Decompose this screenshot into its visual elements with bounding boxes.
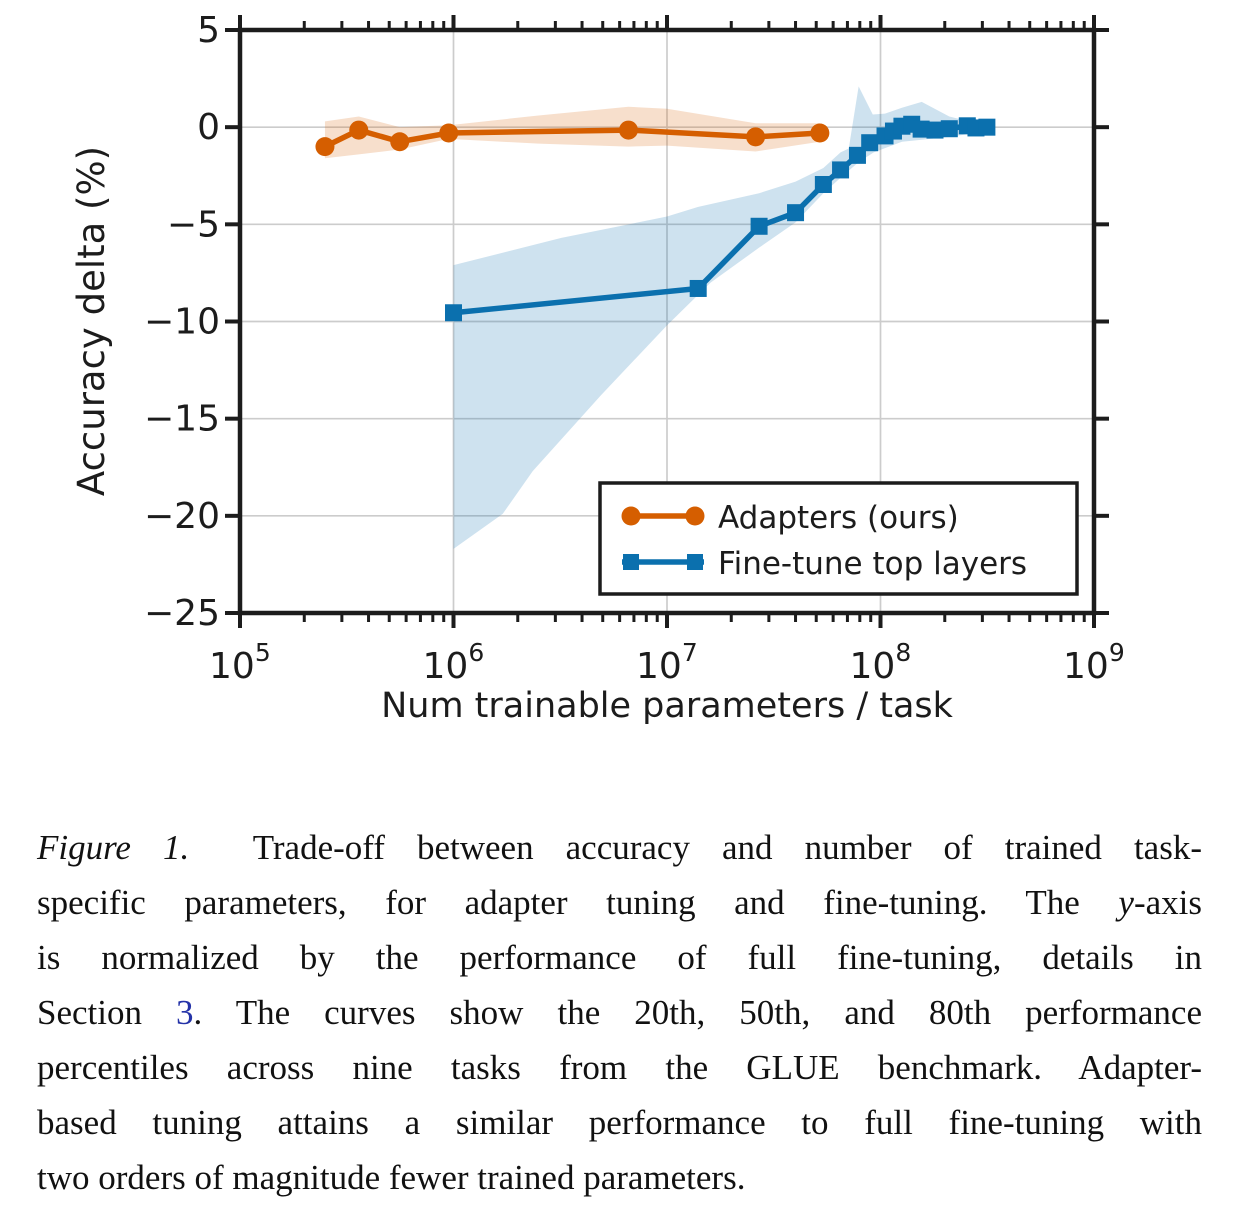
legend-label: Fine-tune top layers [718, 546, 1027, 582]
x-tick-label: 108 [850, 638, 912, 687]
gridlines [240, 30, 1094, 613]
caption-line: Section 3. The curves show the 20th, 50t… [37, 985, 1202, 1040]
data-point-circle [349, 120, 369, 140]
data-point-square [445, 304, 462, 322]
y-tick-label: −15 [144, 399, 220, 440]
caption-text: based tuning attains a similar performan… [37, 1103, 1202, 1142]
legend-label: Adapters (ours) [718, 500, 959, 536]
y-tick-label: −25 [144, 593, 220, 634]
axis-ticks [225, 15, 1109, 628]
caption-text: y [1118, 883, 1134, 922]
data-point-circle [315, 137, 335, 157]
data-point-square [912, 120, 930, 138]
caption-text: specific parameters, for adapter tuning … [37, 883, 1119, 922]
data-point-circle [746, 127, 766, 147]
data-point-square [940, 120, 958, 138]
x-tick-label: 109 [1063, 638, 1125, 687]
series-bands [324, 86, 993, 549]
caption-text: percentiles across nine tasks from the G… [37, 1048, 1202, 1087]
legend-marker-square [623, 554, 639, 570]
caption-text: Figure 1. [37, 828, 190, 867]
caption-text: . The curves show the 20th, 50th, and 80… [193, 993, 1202, 1032]
y-axis-label: Accuracy delta (%) [70, 146, 113, 496]
series-lines [315, 115, 996, 322]
caption-text: Section [37, 993, 177, 1032]
data-point-circle [390, 132, 410, 152]
data-point-square [978, 118, 996, 136]
data-point-square [926, 121, 944, 139]
data-point-square [787, 204, 805, 222]
caption-line: based tuning attains a similar performan… [37, 1095, 1202, 1150]
x-tick-label: 105 [209, 638, 271, 687]
data-point-circle [439, 123, 459, 143]
x-tick-label: 106 [423, 638, 485, 687]
data-point-square [814, 175, 832, 193]
legend-box [598, 481, 1079, 596]
data-point-square [832, 161, 850, 179]
data-point-square [689, 279, 707, 297]
y-tick-label: −10 [144, 302, 220, 343]
legend-marker-circle [621, 506, 641, 526]
caption-line: Figure 1. Trade-off between accuracy and… [37, 820, 1202, 875]
legend-marker-circle [685, 506, 705, 526]
data-point-circle [618, 120, 638, 140]
data-point-circle [810, 123, 830, 143]
figure-caption: Figure 1. Trade-off between accuracy and… [37, 820, 1202, 1205]
caption-line: two orders of magnitude fewer trained pa… [37, 1150, 1202, 1205]
caption-line: percentiles across nine tasks from the G… [37, 1040, 1202, 1095]
x-axis-label: Num trainable parameters / task [381, 686, 954, 726]
legend: Adapters (ours) Fine-tune top layers [598, 481, 1079, 596]
caption-text: -axis [1133, 883, 1202, 922]
caption-line: specific parameters, for adapter tuning … [37, 875, 1202, 930]
caption-text: two orders of magnitude fewer trained pa… [37, 1158, 746, 1197]
data-point-square [750, 217, 768, 235]
y-tick-label: 0 [197, 107, 220, 148]
caption-text: is normalized by the performance of full… [37, 938, 1202, 977]
percentile-band [453, 86, 993, 549]
caption-text: Trade-off between accuracy and number of… [189, 828, 1202, 867]
x-tick-label: 107 [636, 638, 698, 687]
y-tick-label: −5 [167, 204, 220, 245]
legend-marker-square [687, 554, 703, 570]
y-tick-label: 5 [197, 10, 220, 51]
data-point-square [861, 134, 879, 152]
section-3-link[interactable]: 3 [176, 993, 194, 1032]
caption-line: is normalized by the performance of full… [37, 930, 1202, 985]
y-tick-label: −20 [144, 496, 220, 537]
